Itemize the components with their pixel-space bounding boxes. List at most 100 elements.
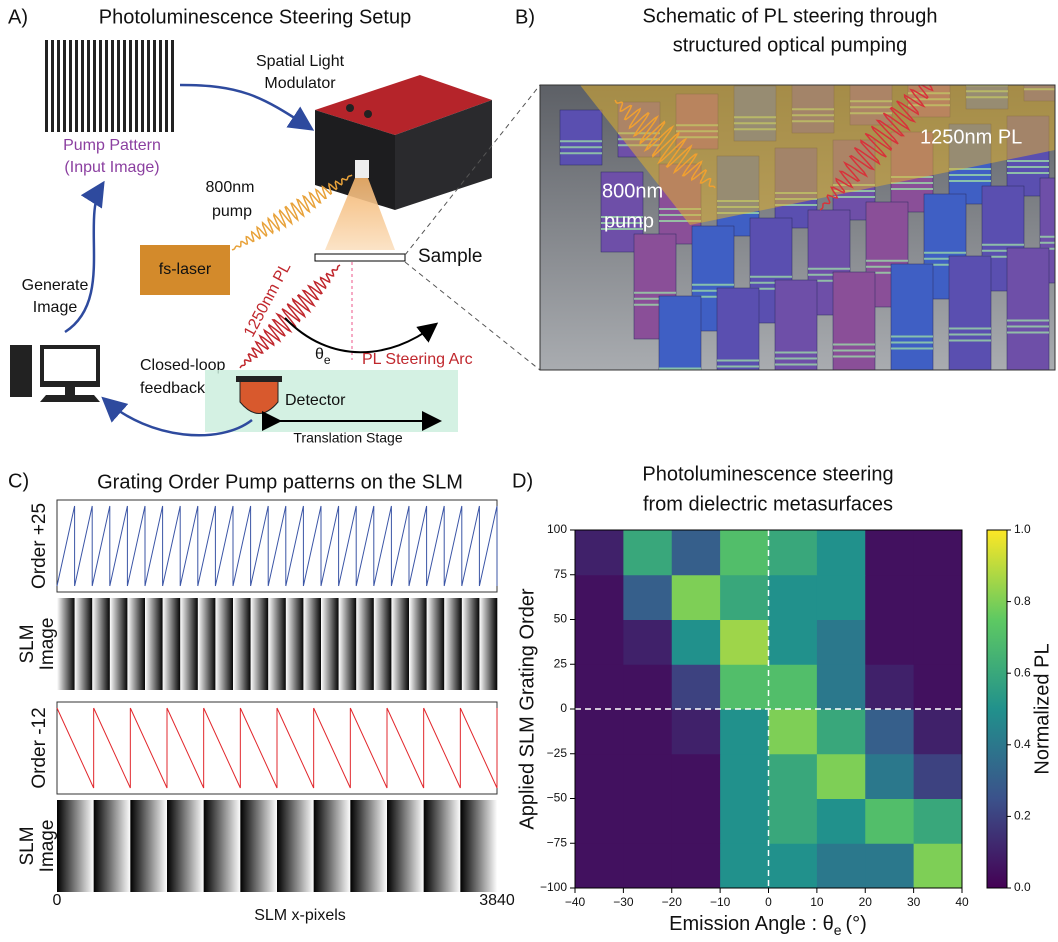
slm-stripe [130,800,167,892]
figure: A) Photoluminescence Steering Setup Pump… [0,0,1058,942]
slm-stripe [303,598,321,690]
heatmap-cell [575,709,624,754]
heatmap-cell [817,620,866,665]
slm-stripe [75,598,93,690]
colorbar [987,530,1007,888]
pillar [717,288,759,418]
slm-stripe [277,800,314,892]
heatmap-cell [865,575,914,620]
colorbar-tick-label: 0.2 [1014,809,1031,823]
y-tick-label: 75 [554,567,568,581]
heatmap-cell [575,843,624,888]
colorbar-tick-label: 0.4 [1014,737,1031,751]
x-tick-label: 20 [859,895,873,909]
slm-stripe [127,598,145,690]
panel-title: Schematic of PL steering through [643,5,938,27]
heatmap-cell [865,620,914,665]
x-tick-label: −30 [613,895,634,909]
x-tick-label: 30 [907,895,921,909]
colorbar-tick-label: 0.0 [1014,880,1031,894]
heatmap-cell [914,709,963,754]
heatmap-cell [914,530,963,575]
pillar-band [949,334,991,336]
plot-label: Order -12 [29,707,50,788]
heatmap-cell [575,530,624,575]
panel-c: C) Grating Order Pump patterns on the SL… [8,470,515,924]
slm-stripe [460,800,497,892]
stripe [63,40,66,132]
theta-subscript: e [324,353,331,367]
pump-label: 800nm [602,180,663,202]
heatmap-cell [575,620,624,665]
heatmap-cell [914,799,963,844]
heatmap-cell [865,799,914,844]
pillar-band [1007,320,1049,322]
generate-label: Generate [22,277,89,294]
heatmap-cell [623,799,672,844]
y-tick-label: 100 [547,522,567,536]
heatmap-cell [914,754,963,799]
y-tick-label: −25 [547,746,568,760]
slm-stripe [387,800,424,892]
pillar-band [833,196,875,198]
pl-label: 1250nm PL [241,260,294,340]
stripe [159,40,162,132]
pillar [1007,248,1049,378]
pillar-band [891,342,933,344]
pillar-band [924,252,966,254]
laser-label: fs-laser [159,261,212,278]
heatmap-cell [720,530,769,575]
colorbar-tick-label: 0.8 [1014,594,1031,608]
panel-a: A) Photoluminescence Steering Setup Pump… [8,6,540,445]
pillar-band [560,146,602,148]
slm-stripe [268,598,286,690]
heatmap-cell [623,843,672,888]
heatmap-cell [720,754,769,799]
heatmap-cell [914,664,963,709]
theta: θ [315,346,324,363]
slm-stripe [444,598,462,690]
colorbar-tick-label: 1.0 [1014,522,1031,536]
pillar [891,264,933,394]
feedback-label: feedback [140,380,206,397]
heatmap-cell [865,530,914,575]
heatmap-cell [672,575,721,620]
y-tick-label: −50 [547,791,568,805]
pillar-band [775,352,817,354]
slm-stripe [110,598,128,690]
pump-label: pump [604,210,654,232]
pillar [560,110,602,165]
heatmap-cell [720,709,769,754]
heatmap-cell [575,799,624,844]
slm-stripe [233,598,251,690]
x-tick-label: 3840 [479,892,515,909]
schematic [540,46,1058,426]
heatmap-cell [672,664,721,709]
stripe [105,40,108,132]
stripe [153,40,156,132]
steering-arc [285,318,435,352]
heatmap-cell [672,799,721,844]
stripe [165,40,168,132]
pillar-band [717,372,759,374]
sample [315,254,405,261]
slm-stripe [391,598,409,690]
stripe [171,40,174,132]
pl-label: 1250nm PL [920,126,1022,148]
pillar-band [1024,82,1058,84]
slm-stripe [167,800,204,892]
pillar-band [891,188,933,190]
stripe [123,40,126,132]
detector [240,380,278,414]
slm-stripe [350,800,387,892]
heatmap-cell [817,754,866,799]
heatmap-cell [769,843,818,888]
slm-stripe [286,598,304,690]
y-tick-label: 50 [554,612,568,626]
pillar-band [866,260,908,262]
image-label: Image [37,820,58,873]
chart-title: Photoluminescence steering [642,463,893,485]
slm-stripe [92,598,110,690]
stripe [81,40,84,132]
slm-stripe [180,598,198,690]
